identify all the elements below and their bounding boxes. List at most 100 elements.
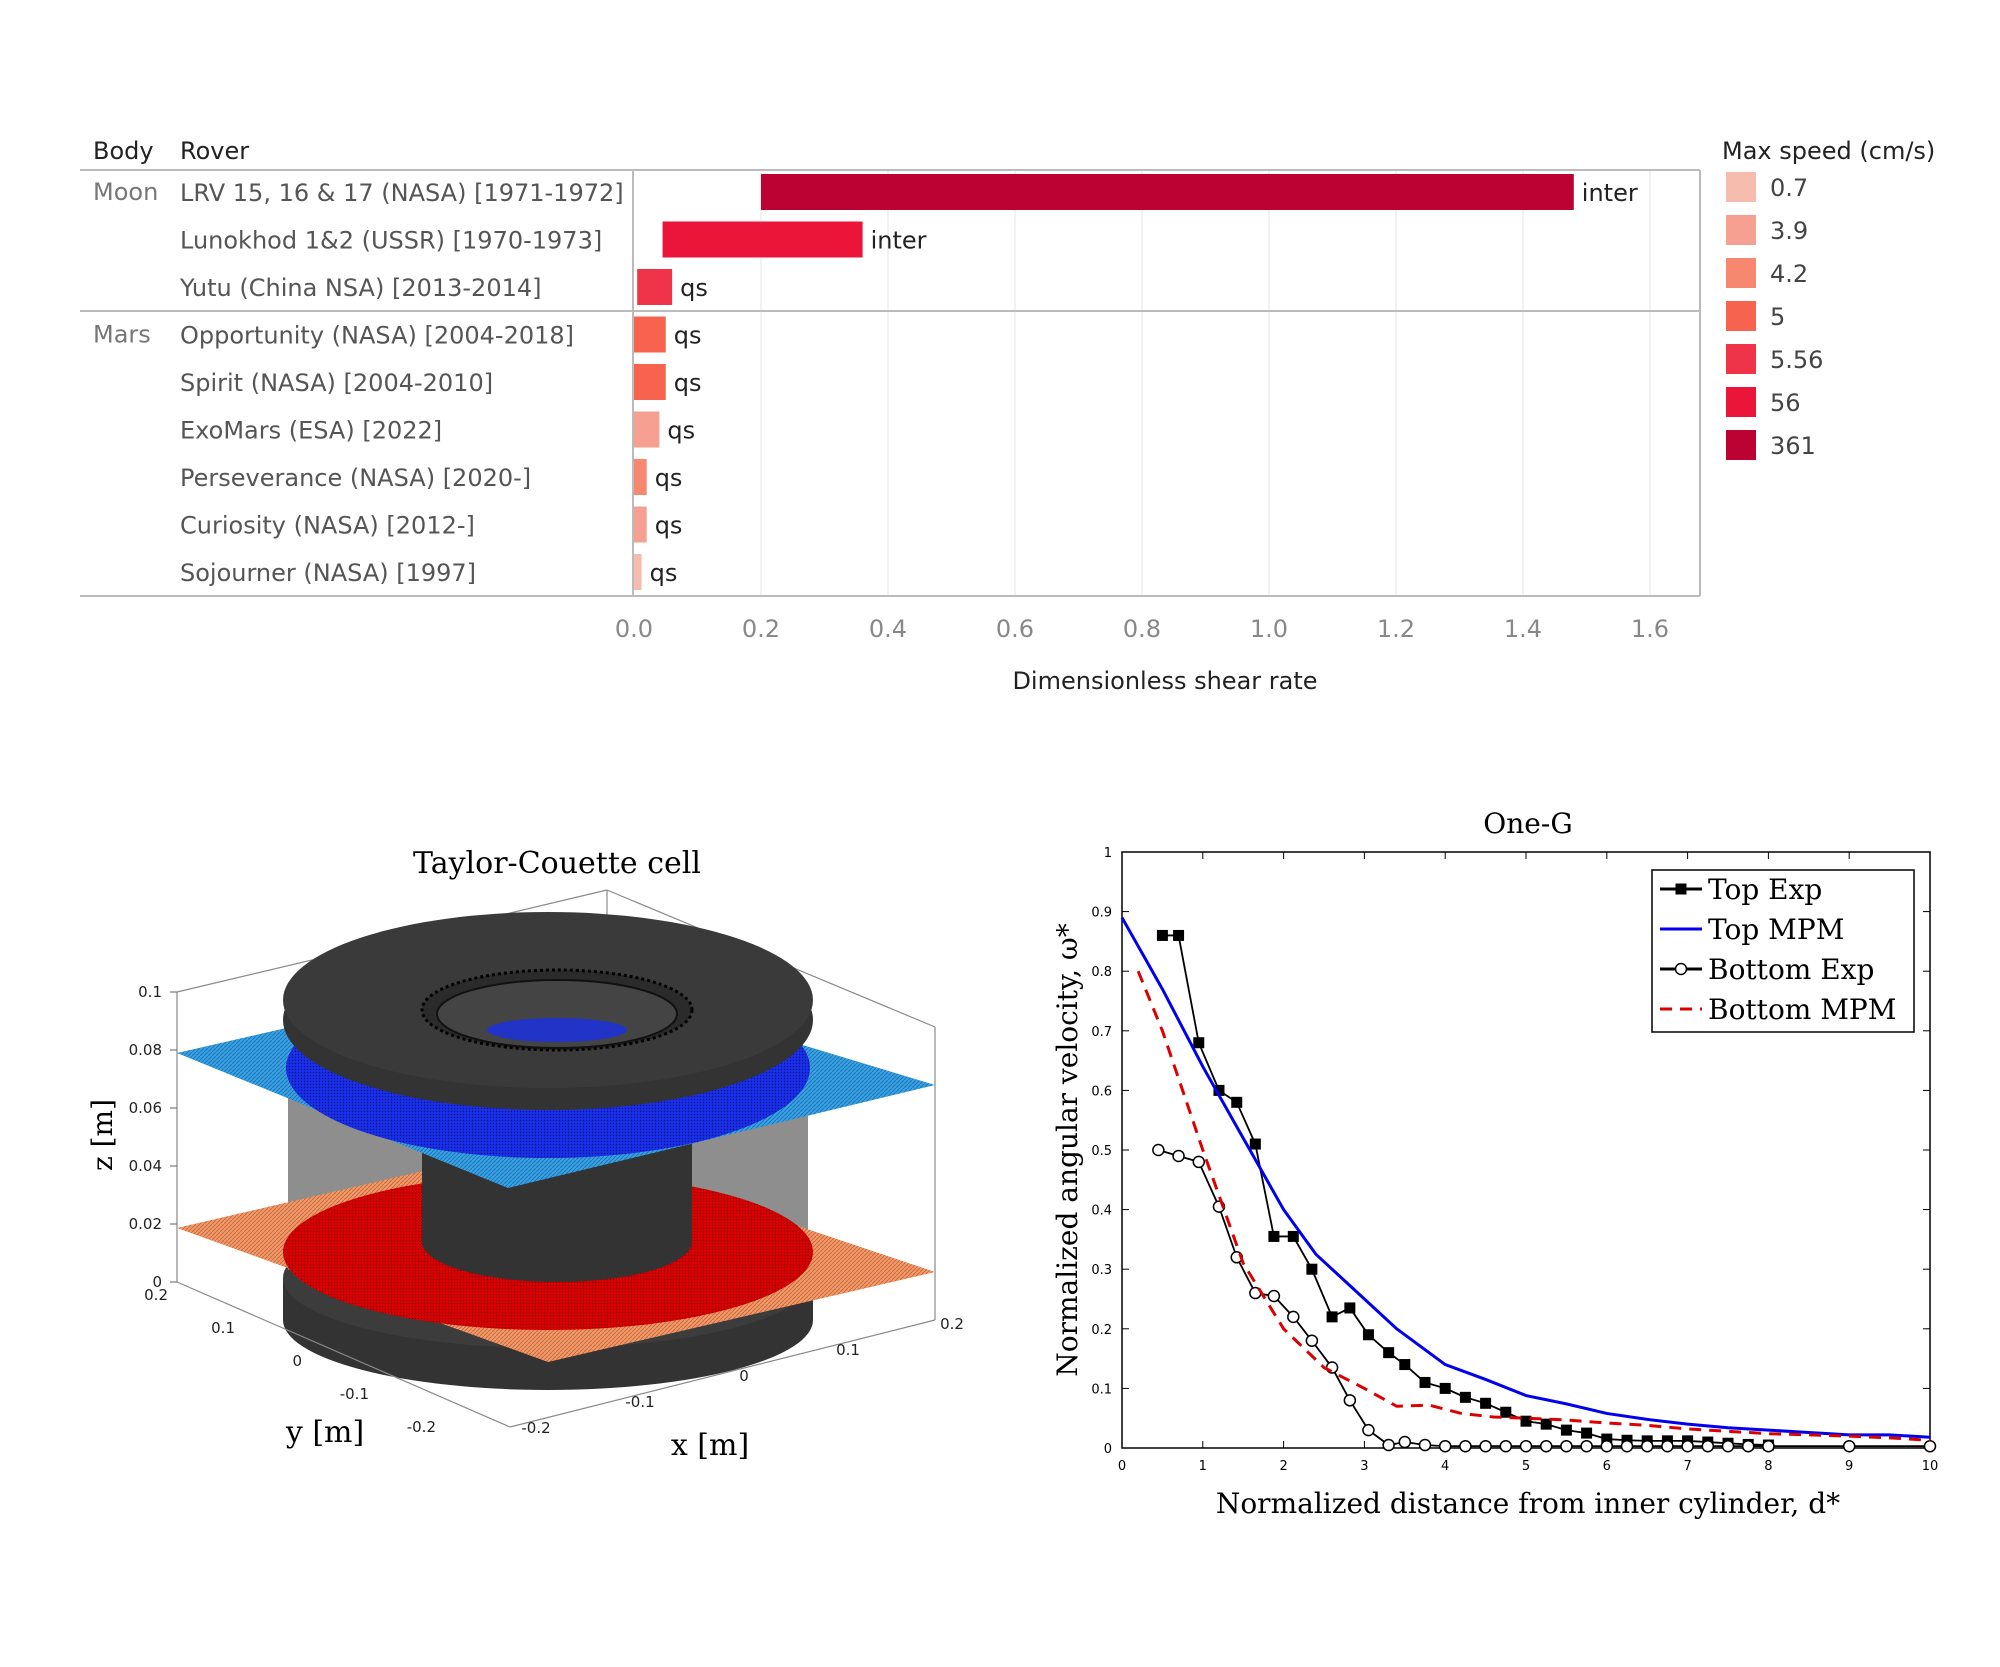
data-point-square <box>1500 1406 1512 1418</box>
data-point-circle <box>1661 1439 1674 1453</box>
x-tick-label: 0 <box>1118 1459 1126 1474</box>
data-point-square <box>1419 1376 1431 1388</box>
data-point-square <box>1231 1096 1243 1108</box>
z-tick-label: 0.1 <box>138 983 162 1001</box>
y-tick-label: 0.8 <box>1091 965 1112 980</box>
x-axis-label: Dimensionless shear rate <box>1012 667 1317 695</box>
legend-swatch <box>1726 387 1756 417</box>
bar-label: qs <box>650 559 678 587</box>
data-point-circle <box>1701 1439 1715 1453</box>
legend-swatch <box>1726 172 1756 202</box>
data-point-square <box>1249 1138 1261 1150</box>
data-point-circle <box>1192 1155 1206 1169</box>
legend-title: Max speed (cm/s) <box>1722 137 1935 165</box>
top-ring-hole-blue <box>487 1018 627 1042</box>
y-tick-label: 0.1 <box>211 1319 235 1337</box>
x-tick-label: 0.4 <box>869 615 907 643</box>
legend-swatch <box>1726 430 1756 460</box>
rover-shear-rate-bar-chart: Body Rover Moon LRV 15, 16 & 17 (NASA) [1… <box>80 137 1935 695</box>
y-tick-label: -0.2 <box>407 1418 436 1436</box>
bar-label: inter <box>871 227 927 255</box>
axis-ticks: 0 1 2 3 4 5 6 7 8 9 10 0 0.1 0.2 0.3 0.4 0.5 0.6 0.7 0.8 0.9… <box>1091 846 1938 1474</box>
y-tick-label: 0.3 <box>1091 1263 1112 1278</box>
data-point-circle <box>1681 1439 1694 1453</box>
rover-label: LRV 15, 16 & 17 (NASA) [1971-1972] <box>180 179 624 207</box>
bar-label: qs <box>667 417 695 445</box>
x-tick-label: 0 <box>739 1367 749 1385</box>
legend-swatch <box>1726 301 1756 331</box>
x-tick-label: 2 <box>1279 1459 1287 1474</box>
max-speed-legend: Max speed (cm/s) 0.7 3.9 4.2 5 5.56 56 361 <box>1722 137 1935 460</box>
bounding-box-front <box>176 1281 936 1428</box>
data-point-circle <box>1842 1439 1856 1453</box>
data-point-circle <box>1640 1439 1654 1453</box>
y-axis-label: Normalized angular velocity, ω* <box>1051 923 1084 1376</box>
data-point-circle <box>1923 1439 1937 1453</box>
legend-swatch <box>1726 215 1756 245</box>
legend-label: Top MPM <box>1708 913 1844 946</box>
rover-label: Lunokhod 1&2 (USSR) [1970-1973] <box>180 227 602 255</box>
data-point-circle <box>1305 1334 1319 1347</box>
data-point-square <box>1399 1359 1411 1371</box>
x-axis-label: Normalized distance from inner cylinder,… <box>1216 1487 1840 1520</box>
legend-marker-circle <box>1674 962 1688 976</box>
data-point-square <box>1306 1263 1318 1275</box>
data-point-circle <box>1762 1439 1775 1453</box>
data-point-circle <box>1620 1439 1634 1453</box>
y-tick-label: 0.6 <box>1091 1084 1112 1099</box>
data-point-circle <box>1560 1439 1573 1453</box>
z-tick-label: 0.06 <box>129 1099 162 1117</box>
data-point-square <box>1268 1230 1280 1242</box>
y-tick-label: 0.9 <box>1091 906 1112 921</box>
bar <box>637 269 673 305</box>
data-point-square <box>1439 1382 1451 1394</box>
y-axis-label: y [m] <box>285 1415 364 1450</box>
bar <box>662 221 863 258</box>
series-line-bottom-mpm <box>1136 970 1931 1442</box>
x-tick-label: 0.1 <box>836 1341 860 1359</box>
x-tick-label: 0.6 <box>996 615 1034 643</box>
taylor-couette-cell-3d: Taylor-Couette cell <box>86 846 964 1463</box>
z-tick-label: 0.04 <box>129 1157 162 1175</box>
z-tick-label: 0.02 <box>129 1215 162 1233</box>
data-point-circle <box>1519 1439 1533 1453</box>
header-body: Body <box>93 137 154 165</box>
data-point-square <box>1560 1424 1572 1436</box>
line-legend: Top Exp Top MPM Bottom Exp Bottom MPM <box>1651 869 1915 1033</box>
z-tick-label: 0.08 <box>129 1041 162 1059</box>
bar-label: qs <box>655 464 683 492</box>
legend-label: 4.2 <box>1770 260 1808 288</box>
data-point-circle <box>1479 1439 1492 1453</box>
y-tick-label: 0.5 <box>1091 1144 1112 1159</box>
z-axis-label: z [m] <box>86 1099 119 1171</box>
x-axis-ticks: -0.2 -0.1 0 0.1 0.2 <box>521 1315 964 1437</box>
data-point-square <box>1156 929 1168 941</box>
x-axis-label: x [m] <box>671 1428 749 1463</box>
y-tick-label: 0.4 <box>1091 1204 1112 1219</box>
y-tick-label: -0.1 <box>340 1385 369 1403</box>
data-point-square <box>1520 1415 1532 1427</box>
x-tick-label: 0.2 <box>742 615 780 643</box>
x-tick-label: 8 <box>1764 1459 1772 1474</box>
bar-label: inter <box>1582 179 1638 207</box>
data-point-circle <box>1398 1435 1412 1449</box>
data-point-square <box>1540 1418 1552 1430</box>
y-tick-label: 0.2 <box>144 1286 168 1304</box>
bar <box>634 411 660 448</box>
data-point-circle <box>1287 1310 1300 1324</box>
x-tick-label: 10 <box>1922 1459 1939 1474</box>
z-axis-ticks: 0 0.02 0.04 0.06 0.08 0.1 <box>129 983 177 1291</box>
y-tick-label: 0.2 <box>1091 1323 1112 1338</box>
x-tick-label: 7 <box>1683 1459 1691 1474</box>
bar-label: qs <box>680 274 708 302</box>
legend-label: 0.7 <box>1770 174 1808 202</box>
data-point-circle <box>1172 1149 1185 1163</box>
z-tick-label: 0 <box>152 1273 162 1291</box>
y-tick-label: 0.1 <box>1091 1382 1112 1397</box>
body-label: Moon <box>93 178 158 206</box>
data-point-circle <box>1721 1439 1735 1453</box>
x-tick-label: 6 <box>1603 1459 1611 1474</box>
bar <box>634 554 642 590</box>
data-point-circle <box>1600 1439 1614 1453</box>
data-point-circle <box>1499 1439 1513 1453</box>
